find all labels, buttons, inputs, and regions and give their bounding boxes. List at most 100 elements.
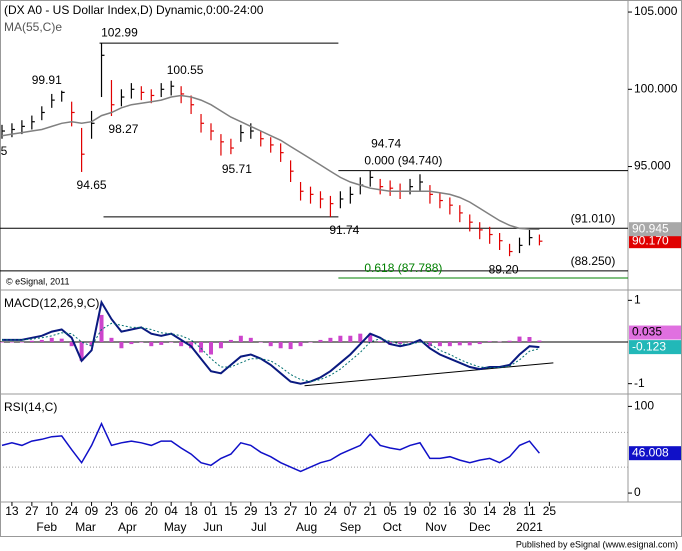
month-label: Jun — [203, 520, 222, 534]
histogram-bar — [39, 339, 44, 342]
histogram-bar — [477, 342, 482, 345]
value-box — [629, 325, 681, 340]
series-line — [2, 299, 540, 385]
x-tick-label: 10 — [304, 504, 318, 518]
x-tick-label: 27 — [25, 504, 39, 518]
histogram-bar — [507, 340, 512, 342]
histogram-bar — [408, 342, 413, 343]
histogram-bar — [378, 341, 383, 342]
histogram-bar — [348, 335, 353, 342]
x-tick-label: 01 — [204, 504, 218, 518]
x-tick-label: 15 — [224, 504, 238, 518]
histogram-bar — [109, 337, 114, 342]
histogram-bar — [328, 337, 333, 342]
histogram-bar — [169, 342, 174, 343]
month-label: Oct — [383, 520, 402, 534]
histogram-bar — [427, 342, 432, 347]
x-tick-label: 24 — [65, 504, 79, 518]
histogram-bar — [139, 342, 144, 343]
histogram-bar — [298, 342, 303, 347]
histogram-bar — [29, 340, 34, 342]
y-tick-label: 95.000 — [634, 159, 671, 173]
histogram-bar — [89, 342, 94, 347]
chart-title: (DX A0 - US Dollar Index,D) Dynamic,0:00… — [4, 3, 264, 17]
histogram-bar — [19, 342, 24, 343]
x-tick-label: 05 — [383, 504, 397, 518]
histogram-bar — [149, 342, 154, 347]
histogram-bar — [318, 339, 323, 342]
histogram-bar — [159, 342, 164, 345]
chart-title: RSI(14,C) — [4, 400, 57, 414]
x-tick-label: 07 — [344, 504, 358, 518]
y-tick-label: 100 — [634, 399, 654, 413]
month-label: May — [164, 520, 187, 534]
line-label: (88.250) — [571, 254, 616, 268]
x-tick-label: 09 — [85, 504, 99, 518]
x-tick-label: 16 — [443, 504, 457, 518]
month-label: Jul — [251, 520, 266, 534]
annotation: 100.55 — [167, 63, 204, 77]
value-box — [629, 340, 681, 355]
series-line — [1, 421, 540, 473]
month-label: Nov — [425, 520, 446, 534]
histogram-bar — [398, 342, 403, 345]
chart-title: MACD(12,26,9,C) — [4, 296, 99, 310]
annotation: 99.91 — [32, 73, 62, 87]
x-tick-label: 30 — [463, 504, 477, 518]
histogram-bar — [119, 342, 124, 349]
histogram-bar — [527, 337, 532, 342]
x-tick-label: 14 — [483, 504, 497, 518]
y-tick-label: 1 — [634, 293, 641, 307]
x-tick-label: 18 — [184, 504, 198, 518]
x-tick-label: 11 — [523, 504, 536, 518]
credit: © eSignal, 2011 — [6, 276, 70, 286]
value-box-label: 46.008 — [632, 445, 669, 459]
month-label: Dec — [469, 520, 490, 534]
x-tick-label: 20 — [145, 504, 159, 518]
annotation: 94.74 — [371, 137, 401, 151]
month-label: Sep — [340, 520, 362, 534]
x-tick-label: 24 — [324, 504, 338, 518]
annotation: 91.74 — [329, 223, 359, 237]
histogram-bar — [537, 340, 542, 342]
histogram-bar — [79, 342, 84, 361]
value-box — [629, 234, 681, 249]
histogram-bar — [59, 338, 64, 342]
histogram-bar — [228, 339, 233, 342]
histogram-bar — [497, 341, 502, 343]
month-label: Mar — [75, 520, 96, 534]
histogram-bar — [179, 342, 184, 347]
value-box — [629, 222, 681, 237]
value-box-label: 90.170 — [632, 233, 669, 247]
histogram-bar — [487, 341, 492, 342]
x-tick-label: 25 — [543, 504, 557, 518]
histogram-bar — [0, 342, 4, 343]
histogram-bar — [258, 342, 263, 343]
month-label: Apr — [118, 520, 137, 534]
x-tick-label: 04 — [165, 504, 179, 518]
histogram-bar — [9, 342, 14, 343]
legend-entry: MA(55,C)e — [4, 20, 62, 34]
line-label: 0.618 (87.788) — [364, 261, 442, 275]
histogram-bar — [308, 342, 313, 343]
x-tick-label: 27 — [284, 504, 298, 518]
x-tick-label: 13 — [264, 504, 278, 518]
series-line — [1, 94, 540, 230]
annotation: 5 — [1, 144, 8, 158]
histogram-bar — [129, 342, 134, 345]
histogram-bar — [457, 342, 462, 346]
annotation: 95.71 — [222, 162, 252, 176]
y-tick-label: 100.000 — [634, 81, 678, 95]
x-tick-label: 19 — [403, 504, 417, 518]
value-box-label: -0.123 — [632, 339, 666, 353]
histogram-bar — [358, 333, 363, 342]
x-tick-label: 13 — [5, 504, 19, 518]
y-tick-label: 105.000 — [634, 4, 678, 18]
annotation: 102.99 — [101, 25, 138, 39]
line-label: 0.000 (94.740) — [364, 154, 442, 168]
annotation: 89.20 — [489, 262, 519, 276]
x-tick-label: 23 — [105, 504, 119, 518]
x-tick-label: 10 — [45, 504, 59, 518]
frame — [0, 0, 682, 537]
